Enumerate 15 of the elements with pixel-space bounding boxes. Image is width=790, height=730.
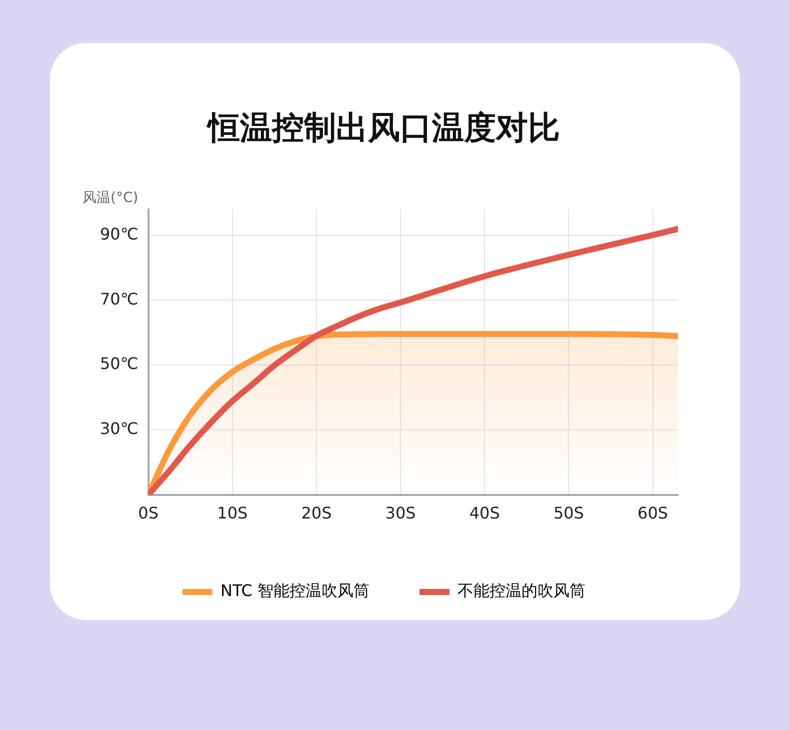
x-tick-label: 30S (385, 504, 416, 523)
x-tick-label: 0S (138, 504, 158, 523)
y-tick-label: 90℃ (100, 224, 138, 244)
legend-label: NTC 智能控温吹风筒 (220, 581, 370, 600)
y-tick-label: 70℃ (100, 289, 138, 308)
y-tick-label: 50℃ (100, 354, 138, 374)
y-axis-title: 风温(°C) (82, 190, 138, 206)
x-tick-label: 20S (301, 504, 332, 523)
x-tick-label: 10S (217, 504, 248, 523)
x-tick-label: 60S (638, 504, 668, 523)
y-tick-label: 30℃ (100, 419, 138, 438)
x-tick-label: 40S (469, 504, 500, 523)
legend-label: 不能控温的吹风筒 (458, 581, 586, 600)
x-tick-label: 50S (553, 504, 584, 523)
chart-title: 恒温控制出风口温度对比 (206, 108, 560, 147)
